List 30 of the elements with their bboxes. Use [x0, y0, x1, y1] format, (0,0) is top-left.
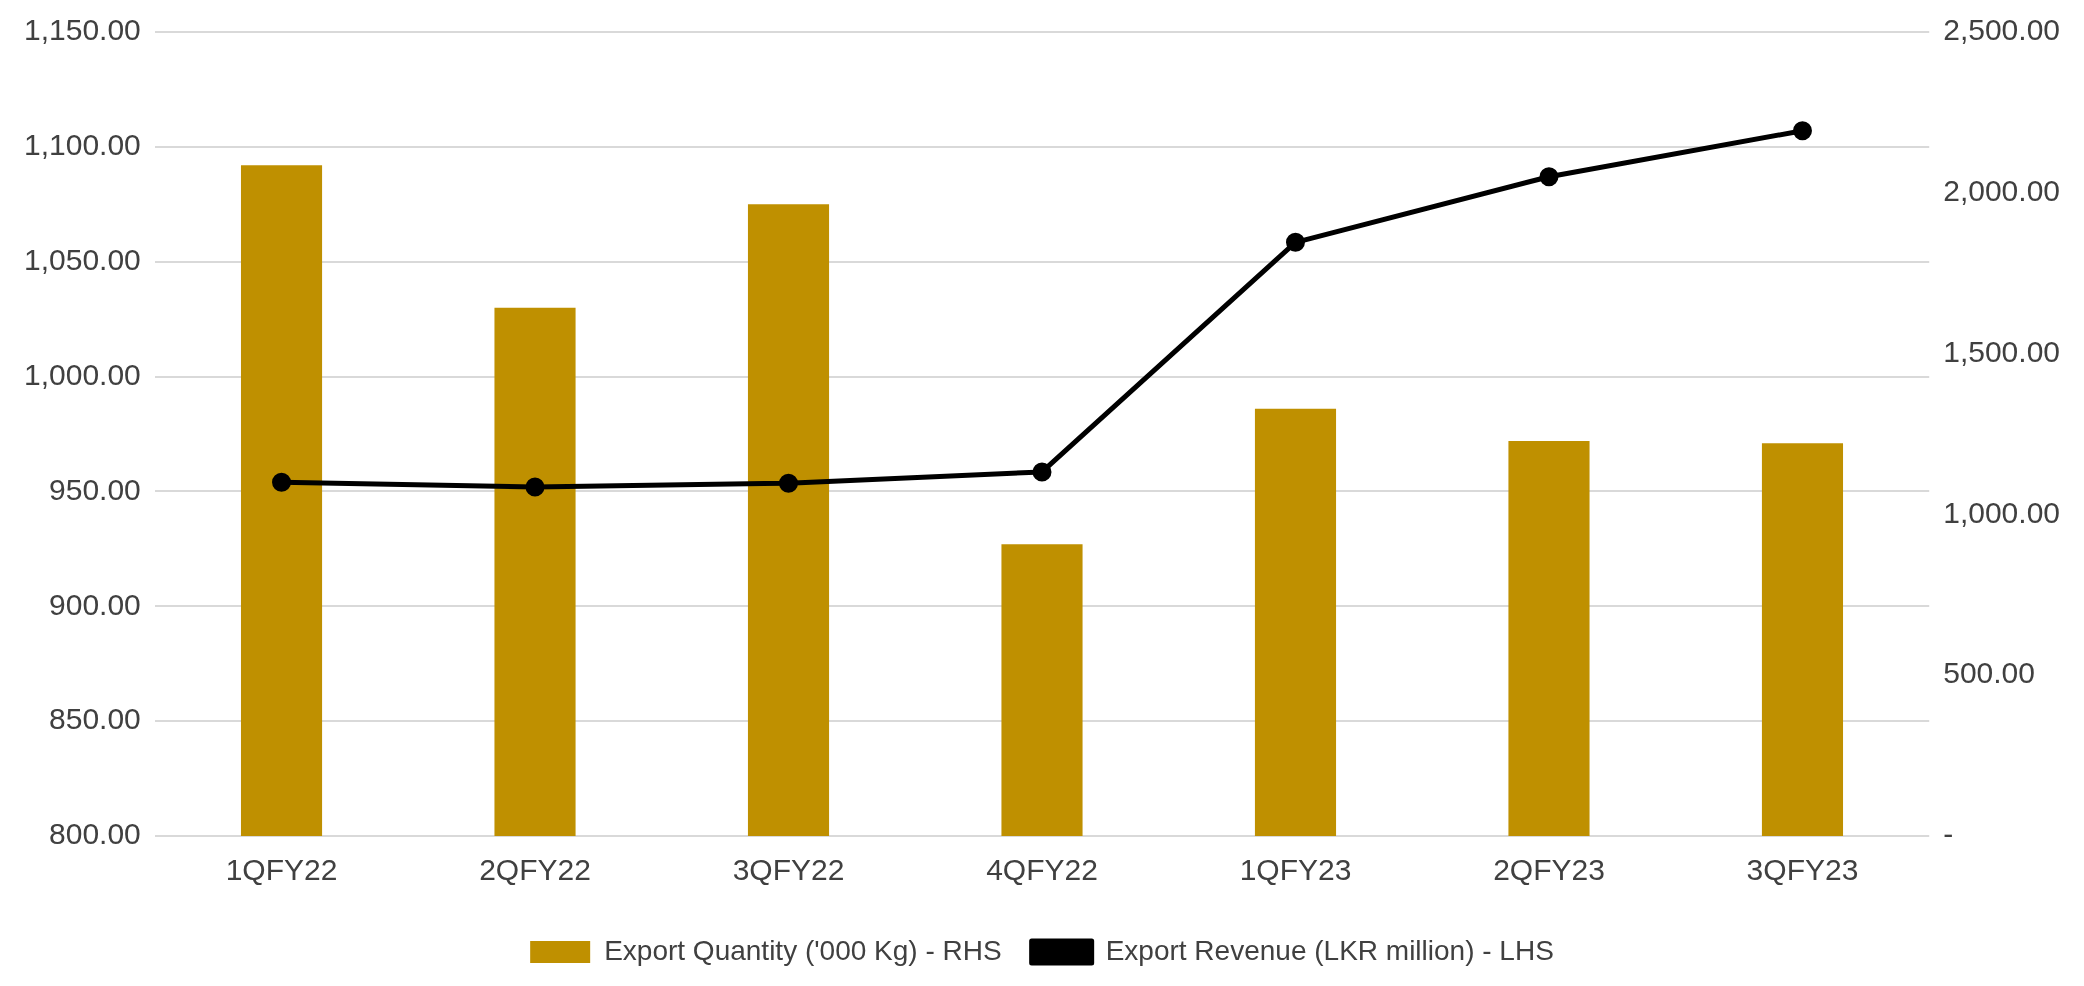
point — [779, 473, 799, 493]
point — [272, 472, 292, 492]
y2-tick-label: 1,500.00 — [1943, 334, 2060, 368]
y2-tick-label: 500.00 — [1943, 656, 2035, 690]
y2-tick-label: 2,000.00 — [1943, 174, 2060, 208]
x-tick-label: 1QFY23 — [1239, 853, 1352, 887]
y-tick-label: 850.00 — [49, 702, 141, 736]
point — [1539, 167, 1559, 187]
point — [1792, 121, 1812, 141]
point — [1032, 462, 1052, 482]
y-tick-label: 1,150.00 — [24, 13, 141, 47]
point — [525, 477, 545, 497]
x-tick-label: 2QFY23 — [1493, 853, 1605, 887]
y-tick-label: 1,050.00 — [24, 242, 141, 276]
point — [1285, 232, 1305, 252]
legend-label: Export Revenue (LKR million) - LHS — [1105, 934, 1554, 966]
y2-tick-label: 2,500.00 — [1943, 13, 2060, 47]
y-tick-label: 950.00 — [49, 472, 141, 506]
y2-tick-label: - — [1943, 817, 1954, 851]
y2-tick-label: 1,000.00 — [1943, 495, 2060, 529]
y-tick-label: 1,000.00 — [24, 357, 141, 391]
y-tick-label: 1,100.00 — [24, 128, 141, 162]
y-tick-label: 900.00 — [49, 587, 141, 621]
x-tick-label: 1QFY22 — [225, 853, 338, 887]
y-tick-label: 800.00 — [49, 817, 141, 851]
x-tick-label: 2QFY22 — [479, 853, 591, 887]
legend-label: Export Quantity ('000 Kg) - RHS — [604, 934, 1002, 966]
x-tick-label: 3QFY23 — [1746, 853, 1859, 887]
x-tick-label: 4QFY22 — [986, 853, 1098, 887]
x-tick-label: 3QFY22 — [732, 853, 845, 887]
